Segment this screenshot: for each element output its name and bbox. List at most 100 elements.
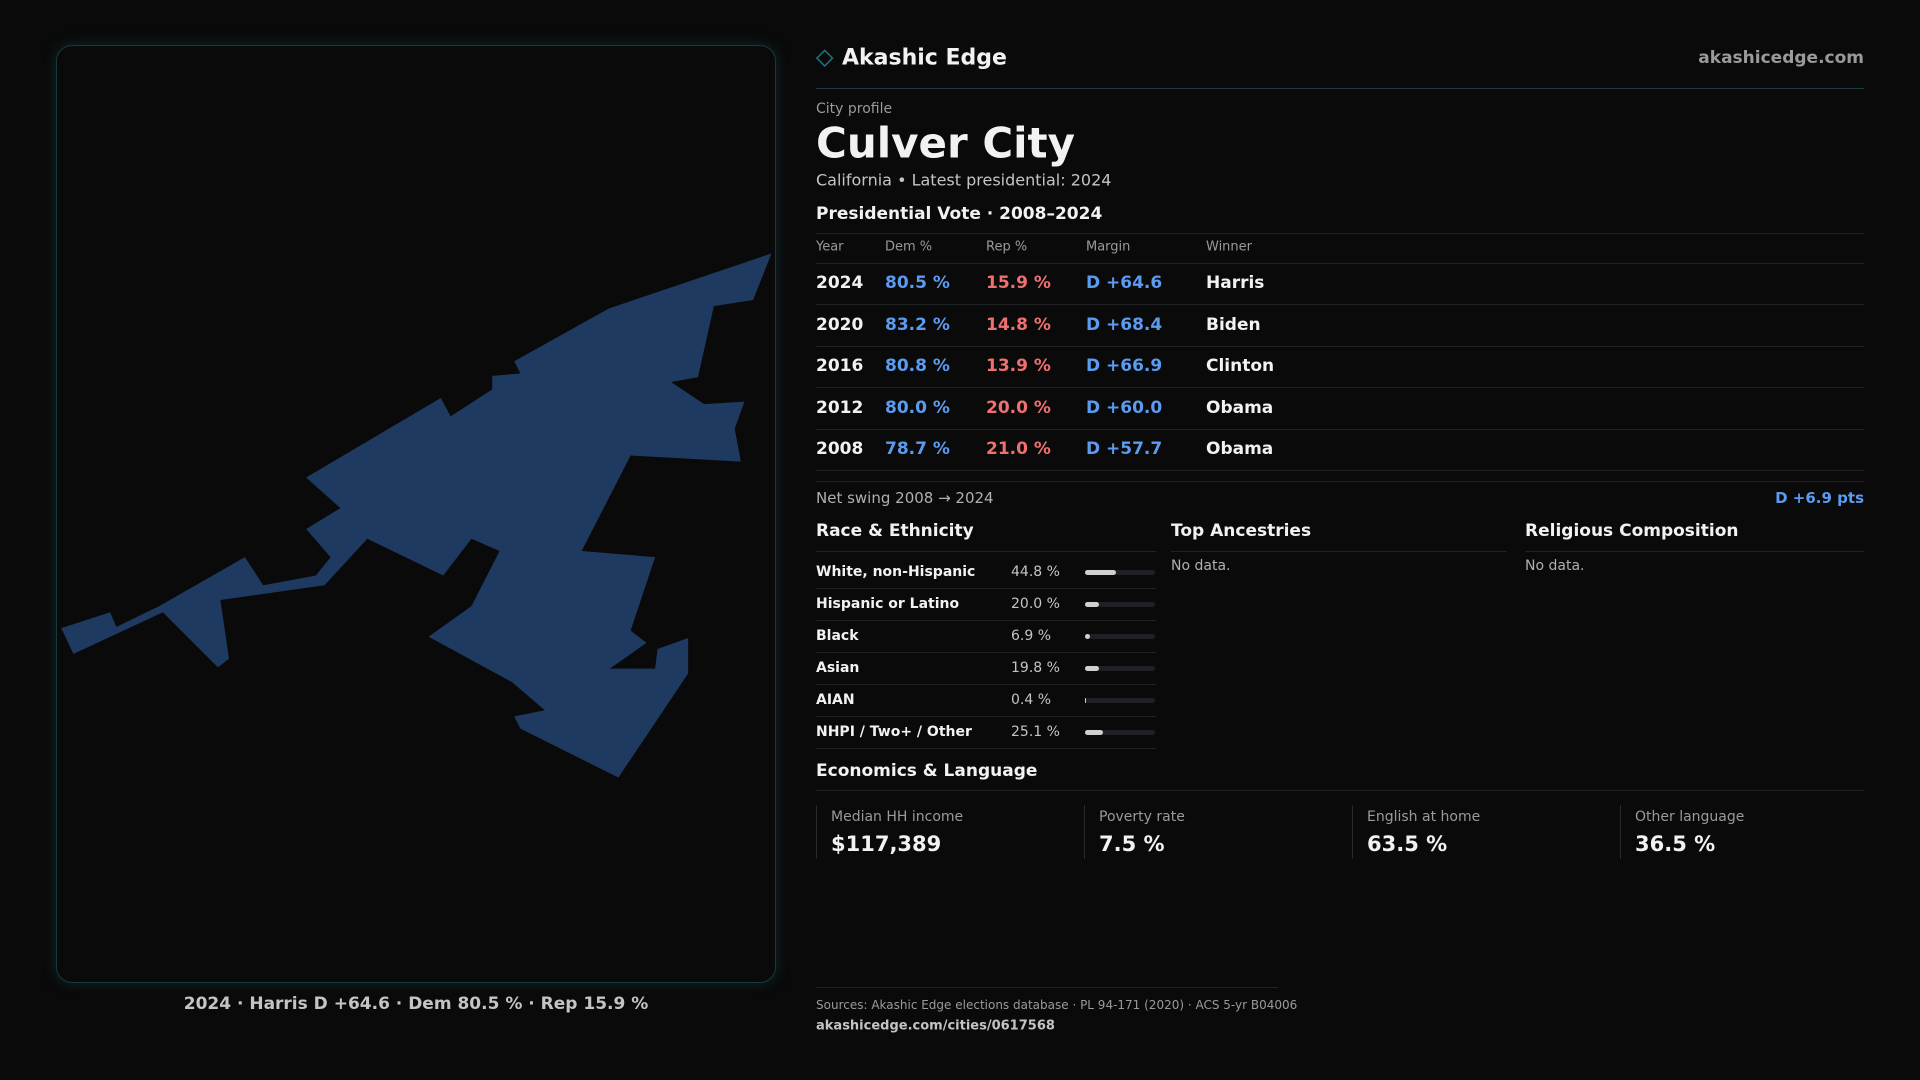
row-divider <box>816 620 1156 621</box>
column-header: Winner <box>1206 239 1253 255</box>
map-panel <box>56 45 776 983</box>
table-cell: D +68.4 <box>1086 314 1163 335</box>
race-label: Hispanic or Latino <box>816 596 960 612</box>
row-divider <box>816 684 1156 685</box>
table-cell: D +66.9 <box>1086 356 1163 376</box>
divider <box>816 88 1864 89</box>
table-cell: 14.8 % <box>986 314 1051 335</box>
race-value: 44.8 % <box>1011 564 1060 580</box>
bar-track <box>1085 697 1155 703</box>
bar <box>1085 601 1099 607</box>
table-cell: 2020 <box>816 314 864 335</box>
row-divider <box>816 304 1864 305</box>
row-divider <box>816 428 1864 430</box>
swing-label: Net swing 2008 → 2024 <box>816 489 994 507</box>
divider <box>816 481 1864 482</box>
divider <box>816 233 1864 234</box>
table-cell: Clinton <box>1206 356 1275 376</box>
race-label: Asian <box>816 660 860 676</box>
table-cell: 2008 <box>816 439 864 459</box>
divider <box>816 790 1864 791</box>
table-cell: 15.9 % <box>986 273 1051 293</box>
card-label: Poverty rate <box>1099 809 1185 825</box>
row-divider <box>816 470 1864 471</box>
divider <box>1171 551 1507 552</box>
bar <box>1085 729 1103 735</box>
race-value: 20.0 % <box>1011 596 1060 612</box>
kicker: City profile <box>816 101 893 117</box>
table-cell: 80.5 % <box>885 273 950 293</box>
table-cell: 80.0 % <box>885 397 950 418</box>
card-value: 36.5 % <box>1635 832 1716 856</box>
divider <box>1525 551 1864 552</box>
table-cell: 2012 <box>816 397 864 418</box>
swing-value: D +6.9 pts <box>1775 489 1864 507</box>
bar-track <box>1085 601 1155 607</box>
card-label: Other language <box>1635 809 1745 825</box>
subtitle: California • Latest presidential: 2024 <box>816 170 1112 190</box>
brand: Akashic Edge <box>842 45 1007 71</box>
table-cell: Biden <box>1206 314 1261 335</box>
card-border <box>1620 805 1621 859</box>
column-header: Year <box>816 239 844 255</box>
table-cell: 21.0 % <box>986 439 1051 459</box>
section-heading: Race & Ethnicity <box>816 521 974 541</box>
row-divider <box>816 716 1156 717</box>
row-divider <box>816 387 1864 388</box>
table-cell: 20.0 % <box>986 397 1051 418</box>
bar-track <box>1085 665 1155 671</box>
card-border <box>1084 805 1085 859</box>
table-cell: 13.9 % <box>986 356 1051 376</box>
city-title: Culver City <box>816 118 1075 168</box>
table-cell: Harris <box>1206 273 1265 293</box>
brand-icon <box>815 49 834 68</box>
table-cell: D +57.7 <box>1086 439 1163 459</box>
section-heading: Religious Composition <box>1525 521 1739 541</box>
section-heading: Presidential Vote · 2008–2024 <box>816 204 1103 224</box>
card-label: English at home <box>1367 809 1481 825</box>
race-label: Black <box>816 628 859 644</box>
row-divider <box>816 748 1156 749</box>
row-divider <box>816 652 1156 653</box>
table-cell: Obama <box>1206 397 1274 418</box>
race-label: AIAN <box>816 692 855 708</box>
bar-track <box>1085 633 1155 639</box>
card-value: 7.5 % <box>1099 832 1165 856</box>
race-value: 19.8 % <box>1011 660 1060 676</box>
race-label: White, non-Hispanic <box>816 564 976 580</box>
race-value: 0.4 % <box>1011 692 1052 708</box>
section-heading: Economics & Language <box>816 761 1038 781</box>
bar-track <box>1085 569 1155 575</box>
card-border <box>1352 805 1353 859</box>
empty-note: No data. <box>1171 558 1231 574</box>
table-cell: 80.8 % <box>885 356 950 376</box>
divider <box>816 263 1864 264</box>
map-caption: 2024 · Harris D +64.6 · Dem 80.5 % · Rep… <box>183 994 649 1014</box>
bar <box>1085 569 1117 575</box>
source-url: akashicedge.com/cities/0617568 <box>816 1018 1055 1034</box>
card-value: $117,389 <box>831 832 942 856</box>
table-cell: D +64.6 <box>1086 273 1163 293</box>
column-header: Rep % <box>986 239 1028 255</box>
card-border <box>816 805 817 859</box>
table-cell: D +60.0 <box>1086 397 1163 418</box>
table-cell: 2024 <box>816 273 864 293</box>
card-label: Median HH income <box>831 809 964 825</box>
row-divider <box>816 588 1156 589</box>
divider <box>816 551 1156 552</box>
table-cell: 2016 <box>816 356 864 376</box>
section-heading: Top Ancestries <box>1171 521 1312 541</box>
race-value: 25.1 % <box>1011 724 1060 740</box>
empty-note: No data. <box>1525 558 1585 574</box>
table-cell: Obama <box>1206 439 1274 459</box>
bar <box>1085 665 1099 671</box>
card-value: 63.5 % <box>1367 832 1448 856</box>
sources: Sources: Akashic Edge elections database… <box>816 998 1298 1012</box>
column-header: Margin <box>1086 239 1131 255</box>
divider <box>816 987 1278 988</box>
race-label: NHPI / Two+ / Other <box>816 724 972 740</box>
column-header: Dem % <box>885 239 933 255</box>
bar <box>1085 697 1086 703</box>
